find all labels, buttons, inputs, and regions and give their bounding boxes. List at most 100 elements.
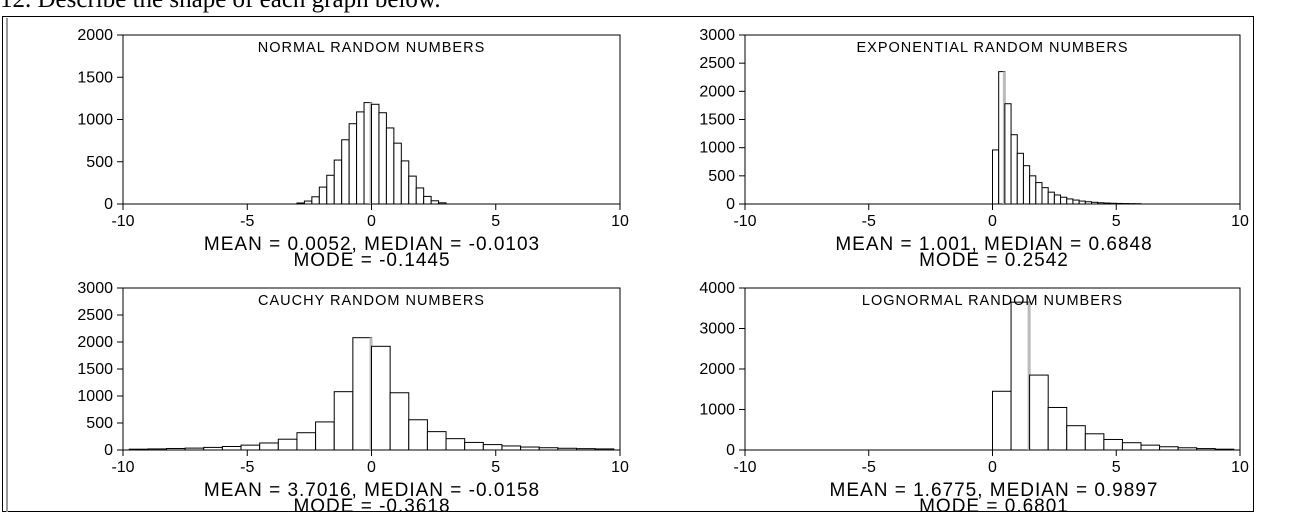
- normal-bar: [400, 160, 410, 205]
- exponential-bar: [1041, 187, 1049, 205]
- cauchy-y-tick-label: 0: [104, 442, 113, 459]
- cauchy-bar: [426, 431, 447, 451]
- lognormal-bar: [1159, 446, 1179, 451]
- exponential-x-tick-label: -10: [733, 213, 756, 230]
- cauchy-bar: [203, 446, 223, 451]
- panel-normal: NORMAL RANDOM NUMBERS -10 -5 0 5 10 0 500 1000 15…: [77, 27, 629, 271]
- normal-bar: [378, 112, 387, 205]
- normal-y-tick-label: 0: [104, 196, 113, 213]
- lognormal-bar: [1029, 374, 1049, 451]
- figure-frame: [2, 16, 1254, 512]
- cauchy-bar: [408, 419, 428, 451]
- normal-y-tick-label: 1000: [77, 112, 113, 129]
- cauchy-x-tick-label: -5: [240, 459, 254, 476]
- cauchy-y-tick-label: 1000: [77, 388, 113, 405]
- lognormal-caption-stats: MEAN = 1.6775, MEDIAN = 0.9897: [830, 480, 1159, 501]
- panel-cauchy: CAUCHY RANDOM NUMBERS -10 -5 0 5 10 0 500 1000 15…: [77, 280, 629, 514]
- normal-bar: [356, 111, 365, 205]
- cauchy-y-tick-label: 1500: [77, 361, 113, 378]
- cauchy-y-tick-label: 2500: [77, 307, 113, 324]
- exponential-x-tick-label: -5: [862, 213, 876, 230]
- exponential-bar: [1109, 202, 1117, 205]
- exponential-bar: [1072, 199, 1080, 205]
- exponential-x-tick-label: 0: [988, 213, 997, 230]
- cauchy-bar: [389, 392, 410, 451]
- exponential-bar: [1010, 134, 1018, 205]
- cauchy-bar: [184, 447, 205, 451]
- lognormal-title: LOGNORMAL RANDOM NUMBERS: [862, 293, 1123, 309]
- lognormal-x-tick-label: 5: [1112, 459, 1121, 476]
- cauchy-bar: [147, 448, 167, 451]
- normal-bar: [408, 175, 417, 205]
- cauchy-bar: [240, 444, 261, 451]
- lognormal-x-tick-label: 0: [988, 459, 997, 476]
- cauchy-caption-stats: MEAN = 3.7016, MEDIAN = -0.0158: [204, 480, 540, 501]
- cauchy-bar: [165, 447, 186, 451]
- normal-title: NORMAL RANDOM NUMBERS: [258, 40, 486, 56]
- exponential-bar: [1004, 103, 1012, 205]
- normal-bar: [438, 202, 447, 205]
- normal-bar: [393, 142, 402, 205]
- exponential-y-tick-label: 2000: [699, 83, 735, 100]
- panel-lognormal: LOGNORMAL RANDOM NUMBERS -10 -5 0 5 10 0 1000 20…: [699, 280, 1249, 514]
- lognormal-y-tick-label: 0: [726, 442, 735, 459]
- exponential-y-tick-label: 1500: [699, 112, 735, 129]
- lognormal-caption-mode: MODE = 0.6801: [919, 496, 1069, 514]
- normal-bar: [296, 202, 305, 205]
- cauchy-bar: [538, 447, 559, 451]
- lognormal-bar: [992, 390, 1012, 451]
- exponential-bar: [1035, 182, 1043, 205]
- lognormal-bar: [1010, 301, 1031, 451]
- exponential-caption-mode: MODE = 0.2542: [919, 250, 1069, 271]
- normal-bar: [341, 139, 350, 205]
- exponential-bar: [1066, 198, 1074, 205]
- lognormal-bar: [1177, 447, 1198, 451]
- lognormal-bar: [1103, 438, 1123, 451]
- cauchy-bar: [296, 432, 317, 451]
- cauchy-bar: [315, 421, 335, 451]
- lognormal-y-tick-label: 4000: [699, 280, 735, 297]
- exponential-y-tick-label: 2500: [699, 55, 735, 72]
- normal-bar: [333, 159, 343, 205]
- normal-x-tick-label: 0: [367, 213, 376, 230]
- exponential-x-tick-label: 5: [1112, 213, 1121, 230]
- lognormal-bar: [1214, 448, 1235, 451]
- lognormal-bar: [1066, 425, 1086, 451]
- exponential-bar: [1060, 196, 1068, 205]
- cauchy-x-tick-label: 10: [611, 459, 629, 476]
- cauchy-title: CAUCHY RANDOM NUMBERS: [258, 293, 485, 309]
- cauchy-bar: [352, 337, 372, 451]
- lognormal-bar: [1084, 433, 1105, 451]
- cauchy-bar: [464, 441, 484, 451]
- normal-bar: [303, 200, 313, 205]
- lognormal-x-tick-label: 10: [1231, 459, 1249, 476]
- cauchy-bar: [371, 345, 391, 451]
- cauchy-y-tick-label: 2000: [77, 334, 113, 351]
- exponential-title: EXPONENTIAL RANDOM NUMBERS: [857, 40, 1129, 56]
- lognormal-bar: [1140, 444, 1161, 451]
- cauchy-x-tick-label: -10: [111, 459, 134, 476]
- cauchy-bar: [259, 442, 279, 451]
- normal-bar: [318, 186, 328, 205]
- normal-bar-shade: [369, 102, 373, 204]
- cauchy-bar: [277, 438, 298, 451]
- exponential-bar: [992, 149, 1000, 205]
- cauchy-bar: [501, 445, 522, 451]
- exponential-bar: [1115, 202, 1123, 205]
- exponential-caption-stats: MEAN = 1.001, MEDIAN = 0.6848: [835, 234, 1152, 255]
- lognormal-x-tick-label: -5: [862, 459, 876, 476]
- normal-bar: [415, 187, 425, 205]
- cauchy-x-tick-label: 5: [491, 459, 500, 476]
- lognormal-y-tick-label: 1000: [699, 402, 735, 419]
- exponential-bar: [1029, 175, 1037, 205]
- normal-x-tick-label: 5: [491, 213, 500, 230]
- cauchy-bar: [221, 445, 242, 451]
- question-text: 12. Describe the shape of each graph bel…: [0, 0, 441, 14]
- cauchy-bar: [557, 447, 578, 451]
- normal-bar: [371, 103, 380, 205]
- normal-bar: [326, 174, 335, 205]
- exponential-bar: [1047, 191, 1055, 205]
- lognormal-y-tick-label: 2000: [699, 361, 735, 378]
- cauchy-bar: [520, 446, 540, 451]
